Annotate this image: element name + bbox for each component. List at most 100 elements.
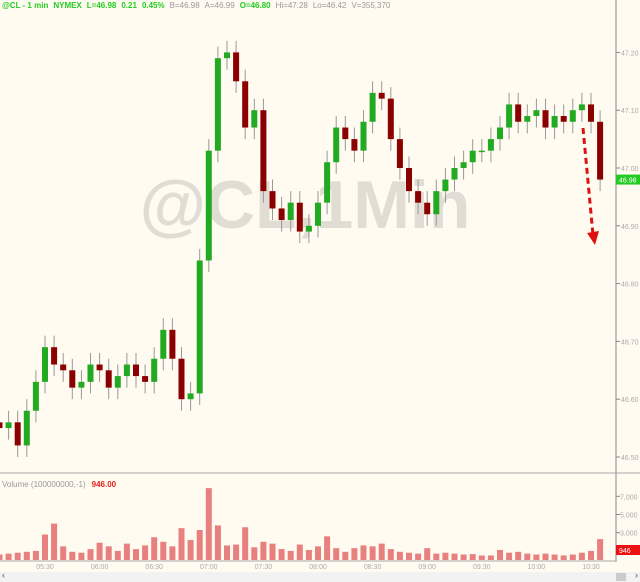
volume-bar [333, 548, 340, 560]
volume-bar [415, 553, 422, 560]
candle [78, 381, 85, 388]
volume-tick-label: 7,000 [620, 494, 638, 501]
volume-bar [242, 527, 249, 560]
volume-bar [396, 551, 403, 560]
down-arrow-head [587, 231, 599, 245]
candle [333, 127, 340, 163]
candle [578, 104, 585, 111]
volume-bar [387, 549, 394, 560]
candle [69, 370, 76, 388]
candle [224, 52, 230, 59]
volume-bar [224, 545, 230, 560]
volume-bar [105, 546, 112, 560]
volume-tick-label: 5,000 [620, 513, 638, 520]
candle [51, 347, 58, 365]
volume-bar [487, 555, 494, 560]
volume-title: Volume (100000000,-1) [2, 480, 86, 489]
y-tick-label: 46.50 [621, 455, 639, 462]
candle [296, 202, 303, 232]
x-tick-label: 07:30 [255, 564, 273, 571]
volume-bar [360, 545, 367, 560]
candle [151, 358, 158, 382]
volume-bar [178, 528, 185, 560]
scroll-thumb[interactable] [616, 573, 626, 581]
volume-bar [160, 541, 167, 560]
change-pct: 0.45% [141, 1, 165, 10]
x-tick-label: 09:30 [473, 564, 491, 571]
candle [324, 162, 331, 203]
candle [14, 422, 21, 446]
volume-bar [187, 539, 194, 560]
candle [269, 191, 276, 209]
volume-total: V=355,370 [351, 1, 391, 10]
candle [406, 168, 412, 192]
candle [506, 104, 513, 128]
volume-bar [560, 555, 567, 560]
x-tick-label: 06:30 [145, 564, 163, 571]
candle [560, 115, 567, 122]
candle [205, 150, 212, 261]
x-tick-label: 10:30 [582, 564, 600, 571]
candle [5, 422, 12, 429]
low: Lo=46.42 [312, 1, 347, 10]
volume-bar [96, 542, 103, 560]
volume-bar [14, 552, 21, 560]
last-price: L=46.98 [86, 1, 117, 10]
candle [597, 121, 604, 180]
volume-bar [42, 534, 48, 560]
volume-bar [214, 525, 221, 560]
symbol: @CL - 1 min [2, 1, 49, 10]
volume-bar [169, 546, 176, 560]
volume-bar [151, 537, 158, 560]
volume-bar [196, 529, 203, 560]
volume-bar [87, 549, 94, 560]
x-tick-label: 08:30 [364, 564, 382, 571]
volume-bar [406, 552, 412, 560]
candle [305, 225, 312, 232]
exchange: NYMEX [53, 1, 82, 10]
volume-bar [460, 554, 467, 560]
change: 0.21 [121, 1, 137, 10]
volume-bar [133, 549, 139, 560]
scroll-left-button[interactable]: ‹ [2, 570, 5, 580]
volume-label: Volume (100000000,-1) 946.00 [2, 480, 116, 489]
candle [442, 179, 449, 192]
candle [424, 202, 431, 215]
volume-bar [251, 547, 258, 560]
candles [0, 40, 604, 457]
candle [214, 58, 221, 151]
volume-bar [0, 554, 3, 560]
candle [551, 115, 558, 128]
x-tick-label: 05:30 [36, 564, 54, 571]
candle [114, 376, 121, 388]
last-price-badge-text: 46.98 [619, 178, 637, 185]
volume-bar [424, 548, 431, 560]
scrollbar[interactable]: ‹ › [0, 570, 640, 582]
scroll-right-button[interactable]: › [635, 570, 638, 580]
volume-bar [569, 554, 576, 560]
volume-bar [597, 539, 604, 560]
candle [0, 422, 3, 429]
volume-bar [23, 551, 30, 560]
candle [260, 110, 267, 192]
candle [478, 150, 485, 153]
volume-bar [369, 546, 376, 560]
volume-bar [278, 549, 285, 560]
volume-bar [524, 553, 531, 560]
candle [524, 115, 531, 122]
candle [42, 347, 48, 382]
volume-bar [433, 553, 440, 560]
volume-bar [260, 541, 267, 560]
candle [342, 127, 349, 140]
volume-value: 946.00 [91, 480, 117, 489]
volume-bar [114, 550, 121, 560]
volume-bar [296, 544, 303, 560]
last-volume-badge [616, 545, 640, 555]
candle [242, 81, 249, 128]
y-tick-label: 46.60 [621, 397, 639, 404]
volume-bar [478, 555, 485, 560]
candle [142, 376, 149, 382]
candle [542, 110, 549, 128]
volume-bar [51, 523, 58, 560]
